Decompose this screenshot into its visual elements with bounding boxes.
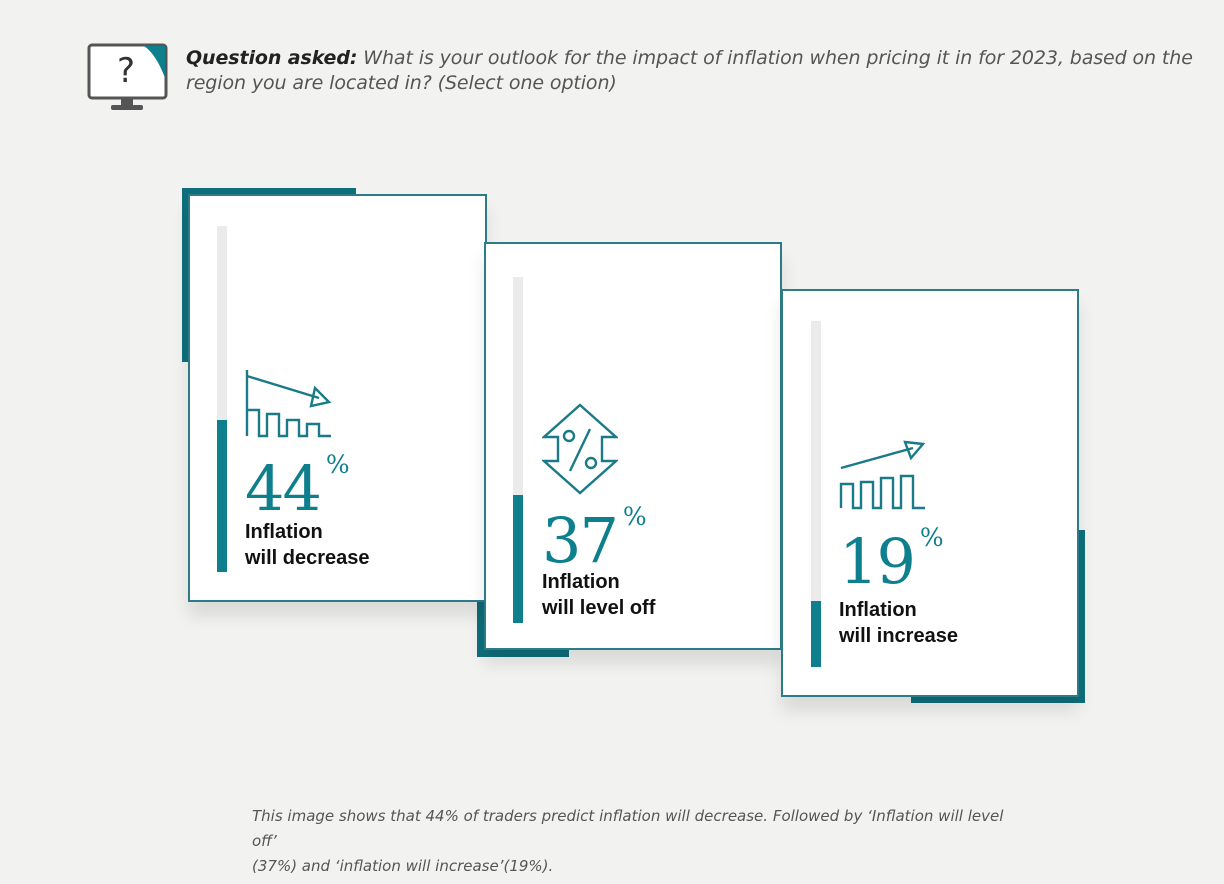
card-2-accent [477,650,569,657]
card-1-accent [182,188,356,195]
percent-number: 37 [542,504,619,577]
percent-sign: % [622,502,647,531]
card-3-accent-bottom [911,696,1085,703]
bar-fill [217,419,227,572]
caption-line1: This image shows that 44% of traders pre… [252,807,1004,850]
card-label-line2: will increase [839,625,958,647]
card-label-line2: will level off [542,597,656,619]
percent-sign: % [325,450,350,479]
card-label-line1: Inflation [839,599,917,621]
card-1-accent-side [182,188,189,362]
svg-text:?: ? [117,51,135,91]
question-monitor-icon: ? [87,43,168,110]
bar-fill [513,494,523,623]
caption-line2: (37%) and ‘inflation will increase’(19%)… [252,857,554,875]
card-label-line1: Inflation [245,521,323,543]
chart-up-icon [839,440,926,510]
percent-up-down-icon [542,403,618,495]
percent-number: 19 [839,525,916,598]
card-label: Inflation will decrease [245,519,370,571]
percent-number: 44 [245,452,322,525]
question-body: What is your outlook for the impact of i… [186,47,1193,94]
card-inflation-decrease: 44% Inflation will decrease [188,194,487,602]
card-label-line1: Inflation [542,571,620,593]
card-2-accent-side [477,600,484,657]
card-3-accent [1078,530,1085,703]
card-value: 44% [245,452,350,520]
caption: This image shows that 44% of traders pre… [252,804,1032,879]
card-inflation-increase: 19% Inflation will increase [781,289,1079,697]
bar-track [513,277,523,623]
chart-down-icon [245,370,332,438]
question-text: Question asked: What is your outlook for… [186,46,1196,96]
question-lead: Question asked: [186,47,358,69]
bar-track [217,226,227,572]
card-label-line2: will decrease [245,547,370,569]
card-inflation-level-off: 37% Inflation will level off [484,242,782,650]
bar-fill [811,601,821,667]
bar-track [811,321,821,667]
percent-sign: % [919,523,944,552]
card-label: Inflation will increase [839,597,958,649]
card-label: Inflation will level off [542,569,655,621]
card-value: 37% [542,504,647,572]
card-value: 19% [839,525,944,593]
